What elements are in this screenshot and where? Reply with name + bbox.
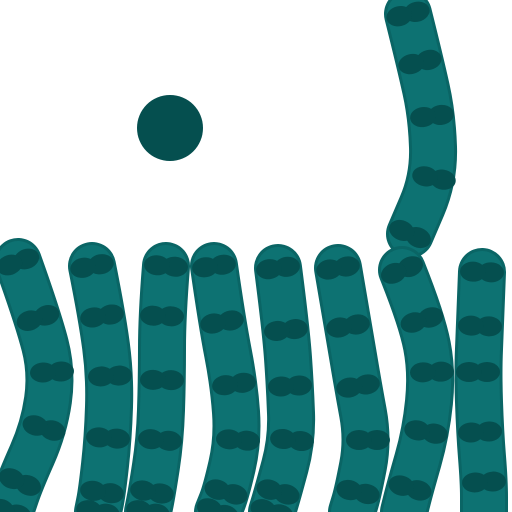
worm-segment-band bbox=[80, 304, 124, 328]
worm-segment-band bbox=[268, 375, 312, 397]
worm-segment-band bbox=[140, 305, 184, 327]
worm-segment-band bbox=[256, 256, 300, 280]
worm-segment-band bbox=[400, 307, 444, 333]
worm-1-icon[interactable] bbox=[10, 262, 49, 512]
ball-icon bbox=[137, 95, 203, 161]
worm-segment-band bbox=[398, 49, 442, 75]
worm-segment-band bbox=[138, 429, 182, 451]
worm-2-icon[interactable] bbox=[92, 266, 109, 512]
worm-segment-band bbox=[458, 421, 502, 443]
worm-segment-band bbox=[316, 256, 360, 280]
worm-4-icon[interactable] bbox=[214, 266, 237, 512]
worm-segment-band bbox=[256, 479, 300, 505]
worm-segment-band bbox=[264, 319, 308, 341]
worm-segment-band bbox=[458, 315, 502, 337]
worm-segment-band bbox=[460, 261, 504, 283]
worm-segment-band bbox=[212, 372, 256, 396]
worm-segment-band bbox=[389, 219, 431, 249]
worm-segment-band bbox=[0, 248, 40, 276]
worm-segment-band bbox=[204, 479, 248, 505]
worm-segment-band bbox=[200, 310, 244, 334]
worm-segment-band bbox=[197, 498, 239, 512]
worm-segment-band bbox=[192, 254, 236, 278]
worm-segment-band bbox=[336, 374, 380, 398]
worm-segment-band bbox=[404, 420, 448, 444]
worm-segment-band bbox=[250, 499, 294, 512]
worm-segment-band bbox=[76, 500, 120, 512]
worm-segment-band bbox=[410, 104, 454, 128]
worm-segment-band bbox=[346, 430, 390, 450]
worm-6-icon[interactable] bbox=[338, 268, 366, 512]
worm-9-icon[interactable] bbox=[479, 272, 485, 512]
worm-segment-band bbox=[326, 314, 370, 338]
worm-segment-band bbox=[216, 429, 260, 451]
worm-8-icon[interactable] bbox=[402, 270, 430, 512]
worm-segment-band bbox=[388, 475, 432, 501]
worm-segment-band bbox=[70, 254, 114, 278]
worm-segment-band bbox=[270, 428, 314, 452]
worm-segment-band bbox=[144, 255, 188, 277]
worm-segment-band bbox=[0, 468, 41, 496]
worm-segment-band bbox=[336, 479, 380, 505]
worm-7-icon[interactable] bbox=[408, 14, 433, 234]
worm-segment-band bbox=[126, 500, 170, 512]
worm-segment-band bbox=[86, 427, 130, 449]
worm-segment-band bbox=[456, 362, 500, 382]
worm-3-icon[interactable] bbox=[148, 266, 166, 512]
worm-segment-band bbox=[0, 498, 32, 512]
worm-5-icon[interactable] bbox=[272, 268, 291, 512]
worm-segment-band bbox=[140, 369, 184, 391]
worm-segment-band bbox=[80, 480, 124, 504]
worm-segment-band bbox=[88, 365, 132, 387]
worm-segment-band bbox=[386, 1, 430, 27]
worm-segment-band bbox=[381, 256, 423, 284]
worm-segment-band bbox=[412, 166, 456, 190]
worm-segment-band bbox=[130, 480, 174, 504]
worm-segment-band bbox=[16, 305, 60, 331]
worm-segment-band bbox=[462, 471, 506, 493]
worm-segment-band bbox=[30, 361, 74, 383]
worm-segment-band bbox=[410, 361, 454, 383]
worm-segment-band bbox=[22, 415, 66, 441]
